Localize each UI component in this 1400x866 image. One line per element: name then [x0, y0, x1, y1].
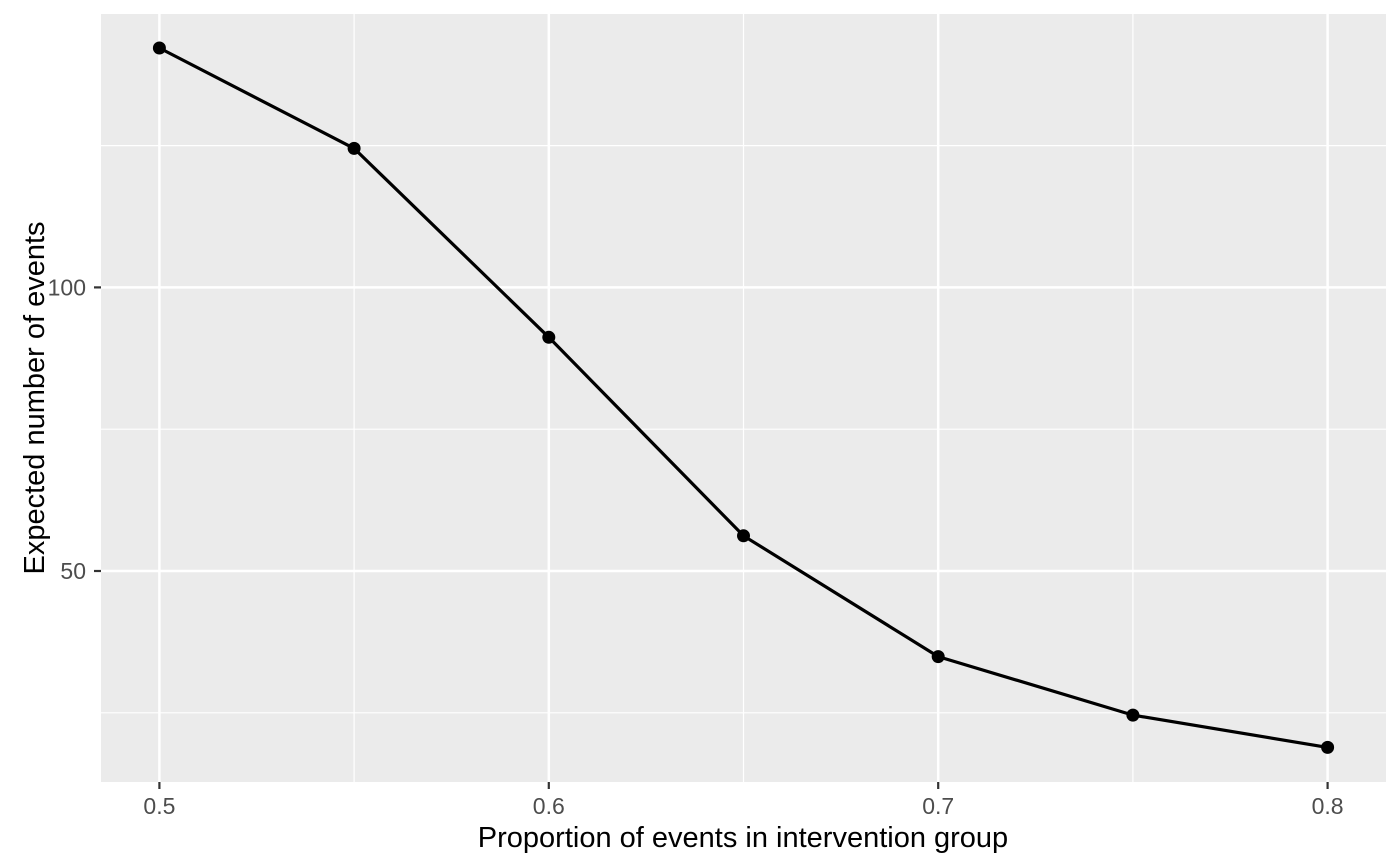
- x-axis-title: Proportion of events in intervention gro…: [478, 822, 1008, 854]
- y-axis-title: Expected number of events: [19, 221, 51, 574]
- data-point: [737, 529, 750, 543]
- x-tick-label: 0.7: [922, 793, 954, 819]
- data-point: [1321, 740, 1335, 754]
- x-tick-label: 0.5: [143, 793, 175, 819]
- data-point: [931, 650, 945, 664]
- x-tick-label: 0.6: [533, 793, 565, 819]
- y-tick-label: 50: [60, 558, 86, 584]
- data-point: [347, 141, 361, 155]
- data-point: [1126, 708, 1140, 722]
- data-point: [152, 41, 166, 55]
- y-tick-label: 100: [48, 274, 86, 300]
- data-point: [542, 330, 556, 344]
- x-tick-label: 0.8: [1312, 793, 1344, 819]
